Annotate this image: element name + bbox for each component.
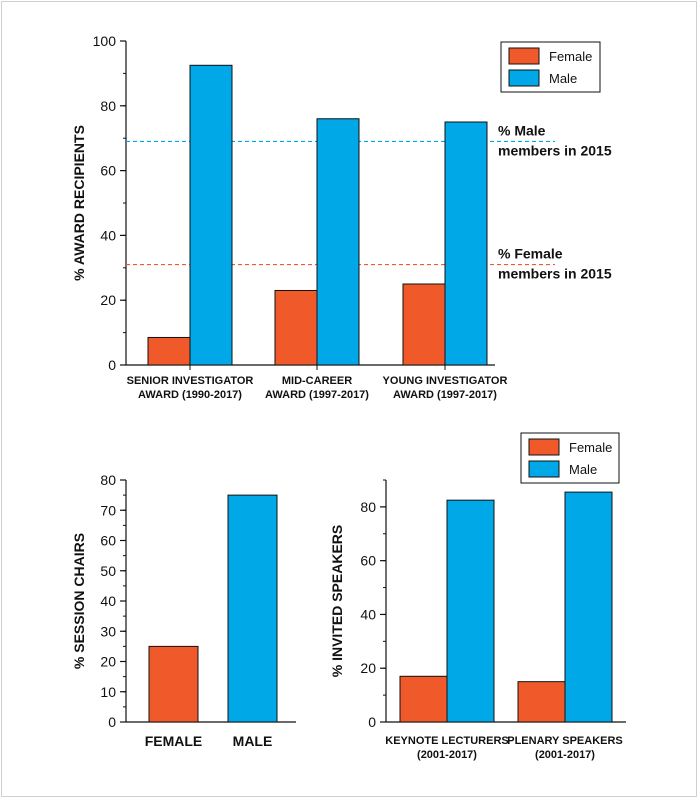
x-category-label: KEYNOTE LECTURERS bbox=[385, 735, 508, 747]
bar-female bbox=[274, 289, 318, 366]
y-axis-label: % SESSION CHAIRS bbox=[71, 533, 87, 669]
bar-female bbox=[517, 681, 566, 723]
reference-label-male: members in 2015 bbox=[498, 142, 612, 158]
y-tick-label: 20 bbox=[100, 654, 116, 670]
y-axis-label: % AWARD RECIPIENTS bbox=[71, 125, 87, 281]
legend-swatch-male bbox=[528, 460, 560, 478]
y-axis-label: % INVITED SPEAKERS bbox=[329, 525, 345, 677]
y-tick-label: 80 bbox=[100, 98, 116, 114]
reference-label-female: % Female bbox=[498, 246, 563, 262]
legend-label-male: Male bbox=[569, 462, 597, 477]
bar-female bbox=[147, 336, 191, 366]
bar-female bbox=[399, 675, 448, 723]
bar-male bbox=[444, 121, 488, 366]
bar-male bbox=[564, 491, 613, 723]
x-category-label: MALE bbox=[233, 733, 273, 749]
x-category-label: AWARD (1997-2017) bbox=[393, 389, 497, 401]
legend-swatch-female bbox=[508, 47, 540, 65]
x-category-label: FEMALE bbox=[145, 733, 203, 749]
x-category-label: PLENARY SPEAKERS bbox=[507, 735, 623, 747]
y-tick-label: 40 bbox=[100, 227, 116, 243]
bar-male bbox=[227, 494, 278, 723]
reference-label-male: % Male bbox=[498, 122, 546, 138]
legend-label-female: Female bbox=[569, 440, 612, 455]
bar-male bbox=[316, 118, 360, 366]
y-tick-label: 60 bbox=[100, 163, 116, 179]
y-tick-label: 0 bbox=[108, 714, 116, 730]
y-tick-label: 0 bbox=[368, 714, 376, 730]
x-category-label: AWARD (1997-2017) bbox=[265, 389, 369, 401]
legend-label-female: Female bbox=[549, 49, 592, 64]
bar-male bbox=[189, 64, 233, 366]
x-category-label: (2001-2017) bbox=[535, 749, 595, 761]
reference-label-female: members in 2015 bbox=[498, 266, 612, 282]
x-category-label: AWARD (1990-2017) bbox=[138, 389, 242, 401]
x-category-label: (2001-2017) bbox=[417, 749, 477, 761]
y-tick-label: 60 bbox=[360, 553, 376, 569]
y-tick-label: 20 bbox=[100, 292, 116, 308]
bar-female bbox=[148, 645, 199, 723]
legend-swatch-male bbox=[508, 69, 540, 87]
y-tick-label: 80 bbox=[360, 499, 376, 515]
y-tick-label: 60 bbox=[100, 533, 116, 549]
bar-female bbox=[402, 283, 446, 366]
y-tick-label: 70 bbox=[100, 502, 116, 518]
x-category-label: MID-CAREER bbox=[282, 375, 352, 387]
bar-male bbox=[446, 499, 495, 723]
y-tick-label: 100 bbox=[93, 33, 117, 49]
legend-swatch-female bbox=[528, 438, 560, 456]
y-tick-label: 80 bbox=[100, 472, 116, 488]
y-tick-label: 30 bbox=[100, 623, 116, 639]
x-category-label: YOUNG INVESTIGATOR bbox=[383, 375, 508, 387]
y-tick-label: 0 bbox=[108, 357, 116, 373]
y-tick-label: 20 bbox=[360, 660, 376, 676]
y-tick-label: 40 bbox=[360, 606, 376, 622]
y-tick-label: 50 bbox=[100, 563, 116, 579]
legend-label-male: Male bbox=[549, 71, 577, 86]
y-tick-label: 10 bbox=[100, 684, 116, 700]
y-tick-label: 40 bbox=[100, 593, 116, 609]
x-category-label: SENIOR INVESTIGATOR bbox=[127, 375, 254, 387]
